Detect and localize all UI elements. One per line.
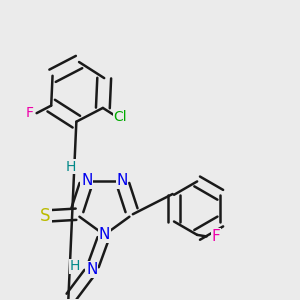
Text: H: H: [65, 160, 76, 174]
Text: N: N: [116, 173, 128, 188]
Text: H: H: [69, 259, 80, 273]
Text: N: N: [99, 227, 110, 242]
Text: Cl: Cl: [114, 110, 127, 124]
Text: N: N: [86, 262, 98, 277]
Text: N: N: [81, 173, 93, 188]
Text: F: F: [212, 229, 220, 244]
Text: F: F: [26, 106, 34, 120]
Text: S: S: [40, 207, 51, 225]
